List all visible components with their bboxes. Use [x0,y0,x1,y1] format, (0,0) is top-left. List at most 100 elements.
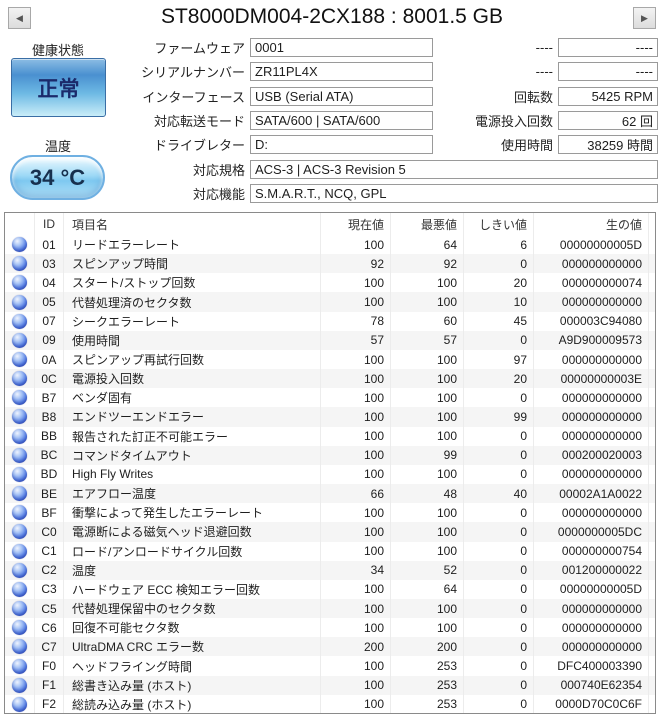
table-row[interactable]: 07 シークエラーレート 78 60 45 000003C94080 [5,311,655,331]
cell-id: 04 [35,273,64,293]
table-row[interactable]: F2 総読み込み量 (ホスト) 100 253 0 0000D70C0C6F [5,694,655,713]
status-good-icon [12,601,27,617]
header-raw-value: 生の値 [534,213,649,235]
cell-raw: DFC400003390 [534,656,649,676]
status-good-icon [12,466,27,482]
drive-letter-value[interactable]: D: [250,135,433,154]
cell-id: BD [35,464,64,485]
table-row[interactable]: 04 スタート/ストップ回数 100 100 20 000000000074 [5,273,655,293]
table-row[interactable]: F1 総書き込み量 (ホスト) 100 253 0 000740E62354 [5,675,655,695]
cell-name: UltraDMA CRC エラー数 [64,637,321,657]
table-row[interactable]: BE エアフロー温度 66 48 40 00002A1A0022 [5,484,655,504]
cell-current: 100 [321,445,391,465]
table-row[interactable]: 03 スピンアップ時間 92 92 0 000000000000 [5,254,655,274]
rotation-rate-value[interactable]: 5425 RPM [558,87,658,106]
table-row[interactable]: C1 ロード/アンロードサイクル回数 100 100 0 000000000754 [5,541,655,561]
cell-threshold: 0 [464,579,534,599]
cell-threshold: 0 [464,445,534,465]
cell-raw: 00000000003E [534,369,649,389]
cell-current: 92 [321,254,391,274]
table-row[interactable]: C3 ハードウェア ECC 検知エラー回数 100 64 0 00000000005D [5,579,655,599]
health-status-label: 健康状態 [31,43,84,58]
cell-name: 報告された訂正不可能エラー [64,426,321,446]
field-drive-letter: ドライブレター D: [80,135,433,154]
status-good-icon [12,639,27,655]
table-row[interactable]: C6 回復不可能セクタ数 100 100 0 000000000000 [5,618,655,638]
features-value[interactable]: S.M.A.R.T., NCQ, GPL [250,184,658,203]
cell-worst: 52 [391,560,464,580]
table-row[interactable]: BC コマンドタイムアウト 100 99 0 000200020003 [5,445,655,465]
cell-id: 03 [35,254,64,274]
cell-current: 100 [321,675,391,695]
field-serial-number: シリアルナンバー ZR11PL4X [80,62,433,81]
cell-id: 05 [35,292,64,312]
table-row[interactable]: B7 ベンダ固有 100 100 0 000000000000 [5,388,655,408]
temperature-label: 温度 [44,139,71,154]
table-row[interactable]: C5 代替処理保留中のセクタ数 100 100 0 000000000000 [5,598,655,619]
health-status-button[interactable]: 正常 [11,58,106,117]
table-row[interactable]: 05 代替処理済のセクタ数 100 100 10 000000000000 [5,292,655,312]
cell-worst: 100 [391,369,464,389]
table-row[interactable]: F0 ヘッドフライング時間 100 253 0 DFC400003390 [5,656,655,676]
cell-id: C1 [35,541,64,561]
table-row[interactable]: BB 報告された訂正不可能エラー 100 100 0 000000000000 [5,426,655,446]
table-row[interactable]: C7 UltraDMA CRC エラー数 200 200 0 000000000000 [5,637,655,657]
interface-value[interactable]: USB (Serial ATA) [250,87,433,106]
table-row[interactable]: C2 温度 34 52 0 001200000022 [5,560,655,580]
table-row[interactable]: BF 衝撃によって発生したエラーレート 100 100 0 000000000000 [5,503,655,523]
blank-2-value[interactable]: ---- [558,62,658,81]
cell-threshold: 0 [464,426,534,446]
cell-current: 100 [321,426,391,446]
power-on-hours-value[interactable]: 38259 時間 [558,135,658,154]
cell-status [5,560,35,580]
cell-current: 200 [321,637,391,657]
cell-worst: 60 [391,311,464,331]
prev-drive-button[interactable]: ◀ [8,7,31,29]
table-row[interactable]: BD High Fly Writes 100 100 0 000000000000 [5,464,655,485]
cell-current: 78 [321,311,391,331]
cell-id: C5 [35,598,64,619]
next-drive-button[interactable]: ▶ [633,7,656,29]
cell-status [5,675,35,695]
cell-raw: 0000000005DC [534,522,649,542]
status-good-icon [12,294,27,310]
cell-id: 01 [35,235,64,255]
table-row[interactable]: 01 リードエラーレート 100 64 6 00000000005D [5,235,655,255]
status-good-icon [12,237,27,253]
power-on-count-value[interactable]: 62 回 [558,111,658,130]
blank-1-value[interactable]: ---- [558,38,658,57]
cell-id: 09 [35,330,64,350]
table-row[interactable]: 0C 電源投入回数 100 100 20 00000000003E [5,369,655,389]
cell-current: 66 [321,484,391,504]
temperature-button[interactable]: 34 °C [10,155,105,200]
cell-raw: 000000000000 [534,254,649,274]
cell-current: 100 [321,292,391,312]
cell-status [5,598,35,619]
table-row[interactable]: 09 使用時間 57 57 0 A9D900009573 [5,330,655,350]
cell-worst: 99 [391,445,464,465]
field-blank-1: ---- ---- [420,38,658,57]
table-row[interactable]: C0 電源断による磁気ヘッド退避回数 100 100 0 0000000005DC [5,522,655,542]
transfer-mode-value[interactable]: SATA/600 | SATA/600 [250,111,433,130]
cell-status [5,311,35,331]
cell-status [5,330,35,350]
table-row[interactable]: 0A スピンアップ再試行回数 100 100 97 000000000000 [5,349,655,370]
cell-id: F2 [35,694,64,713]
smart-attribute-table: ID 項目名 現在値 最悪値 しきい値 生の値 01 リードエラーレート 100 64… [4,212,656,714]
cell-id: B7 [35,388,64,408]
cell-threshold: 6 [464,235,534,255]
serial-number-value[interactable]: ZR11PL4X [250,62,433,81]
table-row[interactable]: B8 エンドツーエンドエラー 100 100 99 000000000000 [5,407,655,427]
firmware-value[interactable]: 0001 [250,38,433,57]
cell-status [5,503,35,523]
cell-current: 100 [321,598,391,619]
field-firmware: ファームウェア 0001 [80,38,433,57]
cell-name: リードエラーレート [64,235,321,255]
standard-value[interactable]: ACS-3 | ACS-3 Revision 5 [250,160,658,179]
header-attribute-name: 項目名 [64,213,321,235]
status-good-icon [12,390,27,406]
cell-raw: 000000000000 [534,598,649,619]
cell-threshold: 99 [464,407,534,427]
standard-label: 対応規格 [192,163,245,178]
cell-worst: 200 [391,637,464,657]
